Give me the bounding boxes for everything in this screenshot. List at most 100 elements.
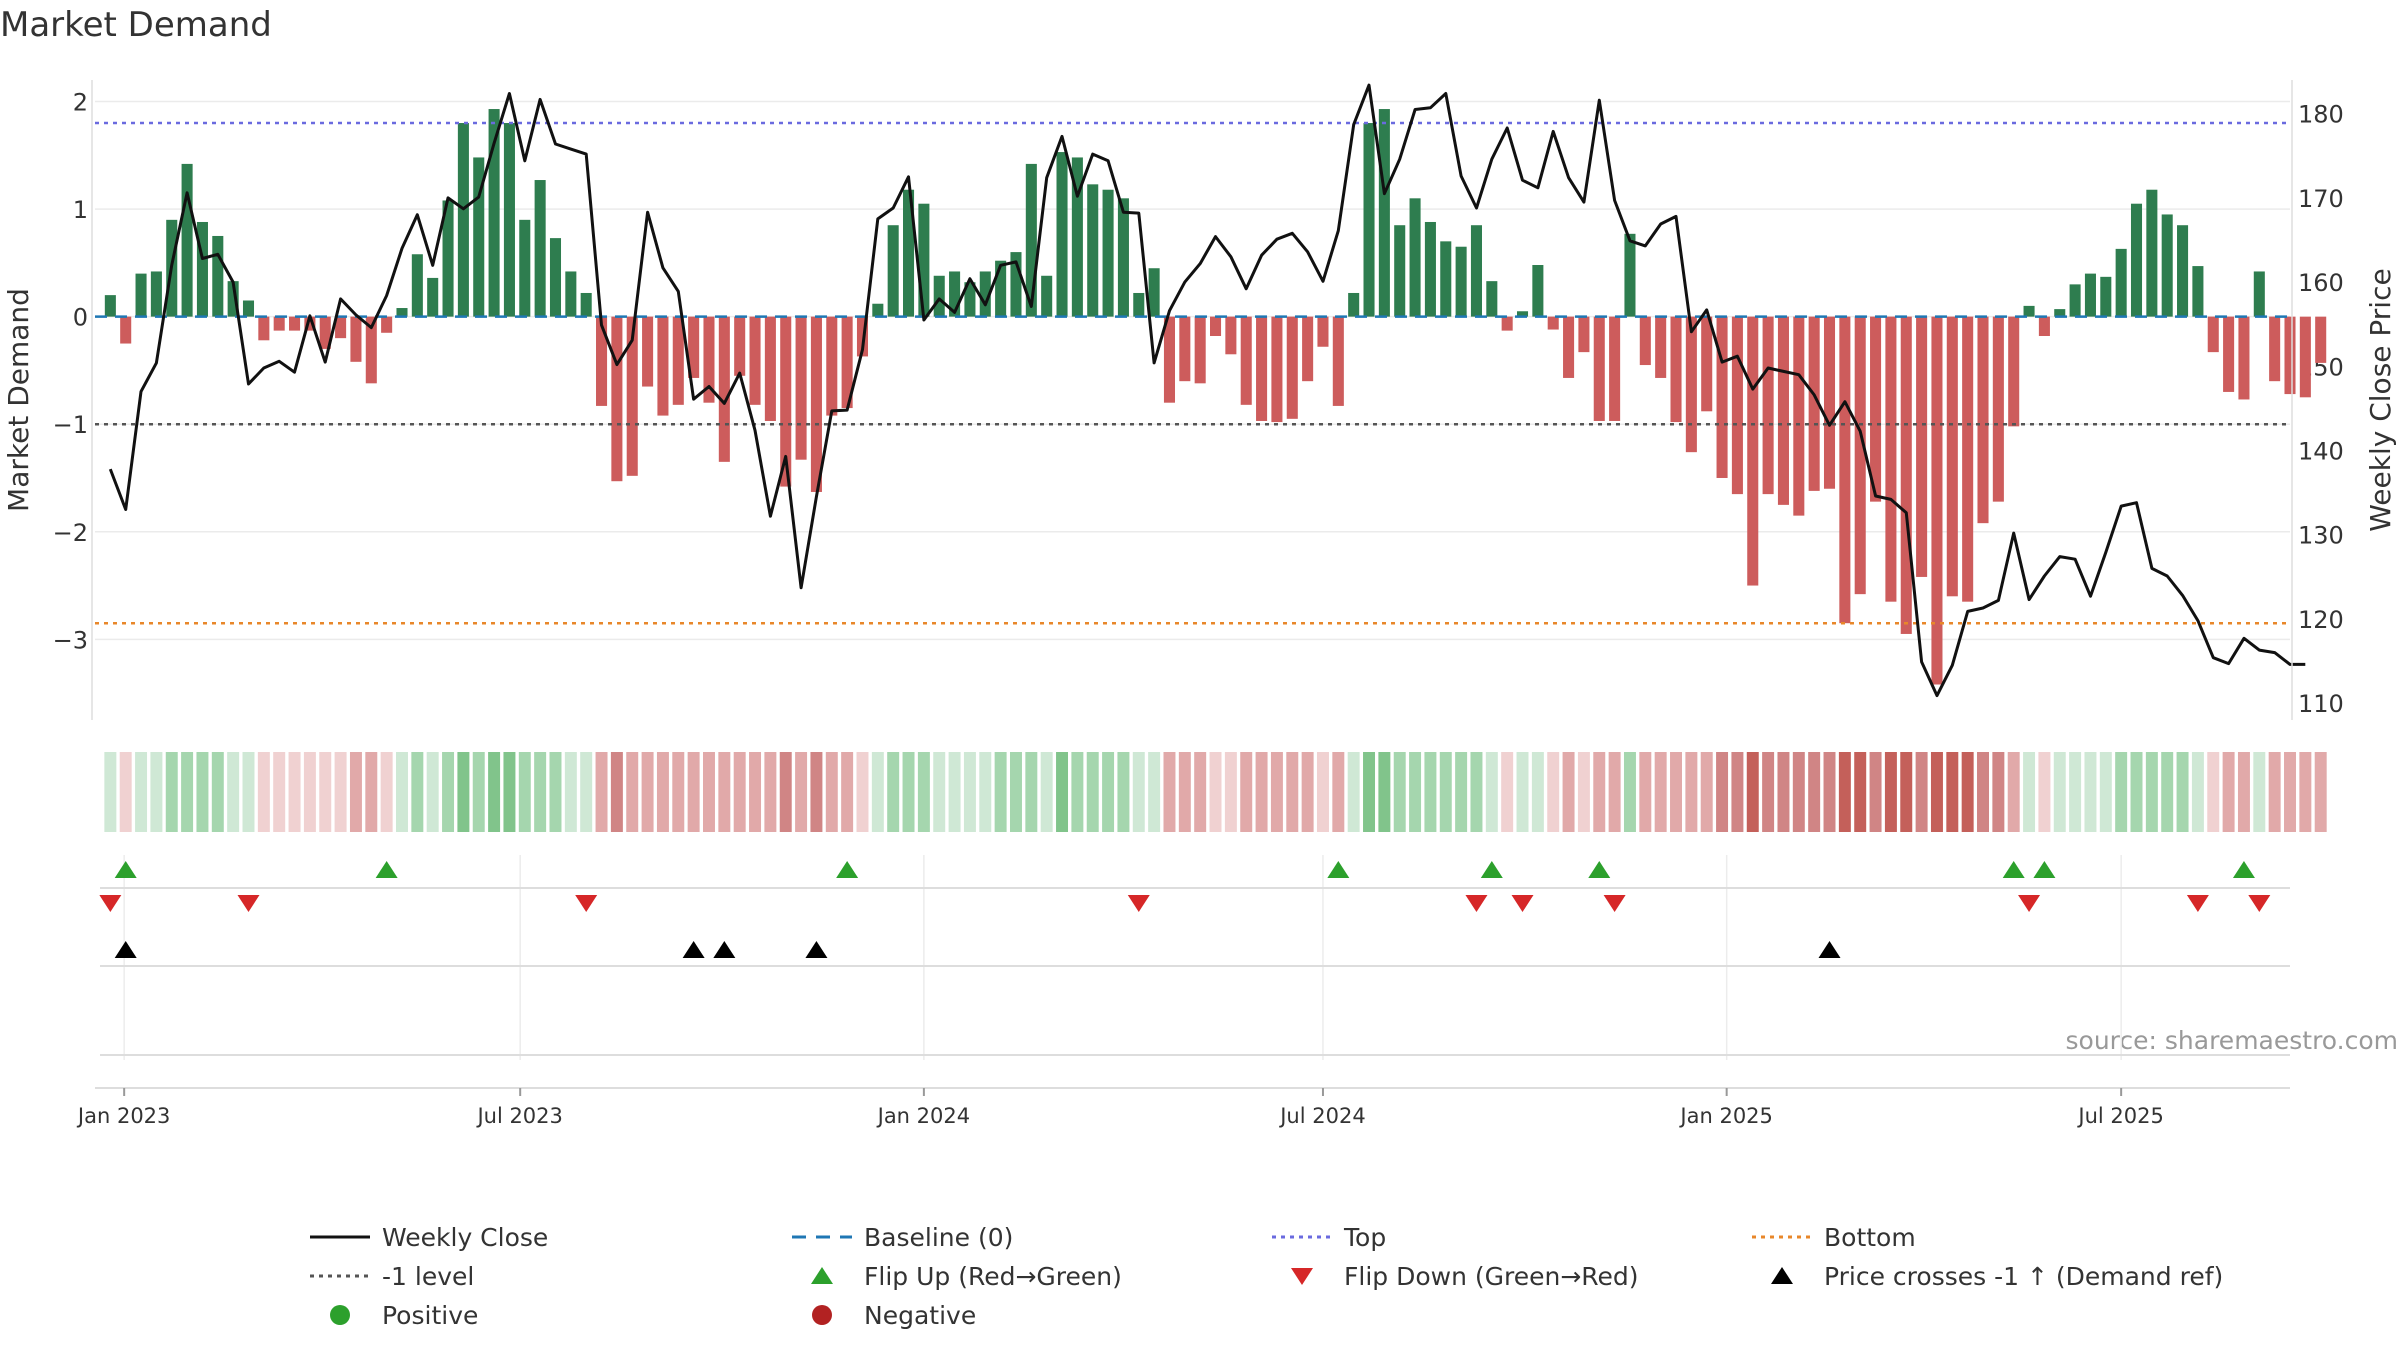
heat-cell bbox=[672, 752, 685, 832]
demand-bar-negative bbox=[2038, 316, 2050, 336]
heat-cell bbox=[979, 752, 992, 832]
demand-bar-positive bbox=[1394, 225, 1406, 317]
demand-bar-negative bbox=[749, 316, 761, 405]
heat-cell bbox=[1900, 752, 1913, 832]
x-tick-label: Jan 2023 bbox=[76, 1104, 171, 1128]
heat-cell bbox=[1071, 752, 1084, 832]
demand-bar-positive bbox=[2100, 276, 2112, 317]
heat-cell bbox=[2145, 752, 2158, 832]
demand-bar-positive bbox=[1010, 252, 1022, 317]
heat-cell bbox=[2161, 752, 2174, 832]
demand-bar-positive bbox=[181, 163, 193, 317]
heat-cell bbox=[779, 752, 792, 832]
heat-cell bbox=[2115, 752, 2128, 832]
demand-bar-positive bbox=[488, 109, 500, 317]
demand-bar-negative bbox=[381, 316, 393, 333]
legend-label: Flip Up (Red→Green) bbox=[864, 1262, 1122, 1291]
left-tick-label: 1 bbox=[73, 196, 88, 224]
heat-cell bbox=[1746, 752, 1759, 832]
demand-bar-positive bbox=[2054, 309, 2066, 317]
heat-cell bbox=[1685, 752, 1698, 832]
demand-bar-negative bbox=[1839, 316, 1851, 624]
heat-cell bbox=[1025, 752, 1038, 832]
demand-bar-positive bbox=[534, 180, 546, 317]
demand-bar-positive bbox=[1071, 157, 1083, 317]
heat-cell bbox=[1455, 752, 1468, 832]
demand-bar-positive bbox=[1424, 221, 1436, 317]
demand-bar-positive bbox=[227, 281, 239, 317]
demand-bar-positive bbox=[457, 123, 469, 317]
demand-bar-negative bbox=[1762, 316, 1774, 495]
demand-bar-positive bbox=[427, 277, 439, 317]
demand-bar-positive bbox=[135, 273, 147, 317]
heat-cell bbox=[764, 752, 777, 832]
demand-bar-negative bbox=[1793, 316, 1805, 516]
heat-cell bbox=[2007, 752, 2020, 832]
demand-bar-positive bbox=[2084, 273, 2096, 317]
demand-bar-negative bbox=[1870, 316, 1882, 502]
heat-cell bbox=[1884, 752, 1897, 832]
flip-up-marker bbox=[2232, 861, 2255, 878]
heat-cell bbox=[549, 752, 562, 832]
heat-cell bbox=[1056, 752, 1069, 832]
heat-cell bbox=[1409, 752, 1422, 832]
heat-cell bbox=[564, 752, 577, 832]
demand-bar-negative bbox=[1747, 316, 1759, 586]
heat-cell bbox=[242, 752, 255, 832]
demand-bar-negative bbox=[1225, 316, 1237, 355]
demand-bar-positive bbox=[1516, 311, 1529, 317]
demand-bar-negative bbox=[1670, 316, 1682, 423]
heat-cell bbox=[1700, 752, 1713, 832]
demand-bar-negative bbox=[1777, 316, 1789, 505]
heat-cell bbox=[1224, 752, 1237, 832]
heat-cell bbox=[1930, 752, 1943, 832]
heat-cell bbox=[2253, 752, 2266, 832]
flip-down-marker bbox=[1127, 895, 1150, 912]
demand-bar-negative bbox=[1716, 316, 1728, 478]
heat-cell bbox=[1731, 752, 1744, 832]
right-tick-label: 160 bbox=[2298, 269, 2344, 297]
heat-cell bbox=[1977, 752, 1989, 832]
price-cross-marker bbox=[805, 941, 828, 958]
heat-cell bbox=[273, 752, 286, 832]
demand-bar-negative bbox=[1916, 316, 1928, 577]
demand-bar-positive bbox=[995, 260, 1007, 317]
right-tick-label: 110 bbox=[2298, 690, 2344, 718]
heat-cell bbox=[1301, 752, 1314, 832]
flip-down-marker bbox=[575, 895, 598, 912]
flip-down-marker bbox=[237, 895, 260, 912]
demand-bar-negative bbox=[289, 316, 301, 331]
demand-bar-negative bbox=[611, 316, 623, 482]
left-tick-label: −3 bbox=[53, 626, 88, 654]
demand-bar-positive bbox=[242, 300, 255, 317]
heat-cell bbox=[1654, 752, 1667, 832]
demand-bar-positive bbox=[411, 254, 423, 317]
demand-bar-positive bbox=[2069, 284, 2081, 317]
heat-cell bbox=[181, 752, 194, 832]
heat-cell bbox=[2069, 752, 2082, 832]
heat-cell bbox=[2191, 752, 2204, 832]
demand-bar-negative bbox=[1885, 316, 1897, 602]
demand-bar-negative bbox=[826, 316, 838, 416]
heat-cell bbox=[534, 752, 547, 832]
flip-up-marker bbox=[2002, 861, 2025, 878]
demand-bar-positive bbox=[565, 271, 577, 317]
demand-bar-positive bbox=[1440, 241, 1452, 317]
demand-bar-negative bbox=[1501, 316, 1513, 331]
heat-cell bbox=[2207, 752, 2220, 832]
heat-cell bbox=[1915, 752, 1928, 832]
demand-bar-negative bbox=[2207, 316, 2219, 353]
heat-cell bbox=[2176, 752, 2189, 832]
heat-cell bbox=[1562, 752, 1575, 832]
heat-cell bbox=[1838, 752, 1851, 832]
demand-bar-negative bbox=[1286, 316, 1298, 419]
demand-bar-negative bbox=[1900, 316, 1912, 634]
demand-bar-positive bbox=[933, 275, 945, 317]
demand-bar-negative bbox=[365, 316, 377, 384]
heat-cell bbox=[380, 752, 393, 832]
price-cross-marker bbox=[682, 941, 705, 958]
demand-bar-positive bbox=[2023, 305, 2035, 317]
price-cross-marker bbox=[114, 941, 137, 958]
demand-bar-negative bbox=[1317, 316, 1329, 347]
